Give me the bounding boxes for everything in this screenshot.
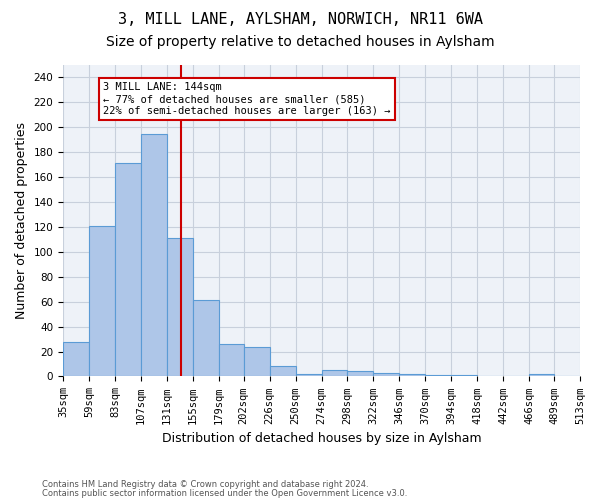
Bar	[269, 366, 296, 376]
Bar	[347, 372, 373, 376]
Text: Size of property relative to detached houses in Aylsham: Size of property relative to detached ho…	[106, 35, 494, 49]
Text: 3, MILL LANE, AYLSHAM, NORWICH, NR11 6WA: 3, MILL LANE, AYLSHAM, NORWICH, NR11 6WA	[118, 12, 482, 28]
Bar	[219, 344, 244, 376]
X-axis label: Distribution of detached houses by size in Aylsham: Distribution of detached houses by size …	[162, 432, 481, 445]
Bar	[529, 374, 554, 376]
Bar	[322, 370, 347, 376]
Text: 3 MILL LANE: 144sqm
← 77% of detached houses are smaller (585)
22% of semi-detac: 3 MILL LANE: 144sqm ← 77% of detached ho…	[103, 82, 391, 116]
Text: Contains public sector information licensed under the Open Government Licence v3: Contains public sector information licen…	[42, 488, 407, 498]
Y-axis label: Number of detached properties: Number of detached properties	[15, 122, 28, 319]
Bar	[244, 346, 269, 376]
Bar	[400, 374, 425, 376]
Text: Contains HM Land Registry data © Crown copyright and database right 2024.: Contains HM Land Registry data © Crown c…	[42, 480, 368, 489]
Bar	[63, 342, 89, 376]
Bar	[89, 226, 115, 376]
Bar	[296, 374, 322, 376]
Bar	[451, 375, 477, 376]
Bar	[141, 134, 167, 376]
Bar	[373, 372, 400, 376]
Bar	[193, 300, 219, 376]
Bar	[167, 238, 193, 376]
Bar	[115, 164, 141, 376]
Bar	[425, 375, 451, 376]
